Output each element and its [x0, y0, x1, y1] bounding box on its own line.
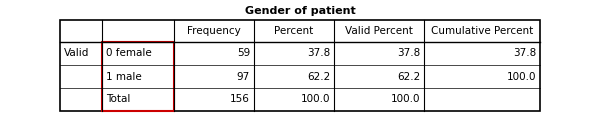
Bar [60, 20, 540, 111]
Text: Frequency: Frequency [187, 26, 241, 36]
Bar [102, 42, 174, 111]
Text: 100.0: 100.0 [301, 95, 330, 104]
Text: 59: 59 [237, 49, 250, 58]
Text: 100.0: 100.0 [391, 95, 420, 104]
Text: 1 male: 1 male [106, 71, 142, 82]
Text: 0 female: 0 female [106, 49, 152, 58]
Text: 37.8: 37.8 [307, 49, 330, 58]
Text: Valid: Valid [64, 49, 89, 58]
Text: Total: Total [106, 95, 130, 104]
Text: Valid Percent: Valid Percent [345, 26, 413, 36]
Text: 100.0: 100.0 [506, 71, 536, 82]
Text: 37.8: 37.8 [397, 49, 420, 58]
Text: 37.8: 37.8 [513, 49, 536, 58]
Text: 62.2: 62.2 [307, 71, 330, 82]
Text: 156: 156 [230, 95, 250, 104]
Text: Cumulative Percent: Cumulative Percent [431, 26, 533, 36]
Text: Percent: Percent [274, 26, 314, 36]
Text: Gender of patient: Gender of patient [245, 6, 355, 16]
Text: 97: 97 [237, 71, 250, 82]
Text: 62.2: 62.2 [397, 71, 420, 82]
